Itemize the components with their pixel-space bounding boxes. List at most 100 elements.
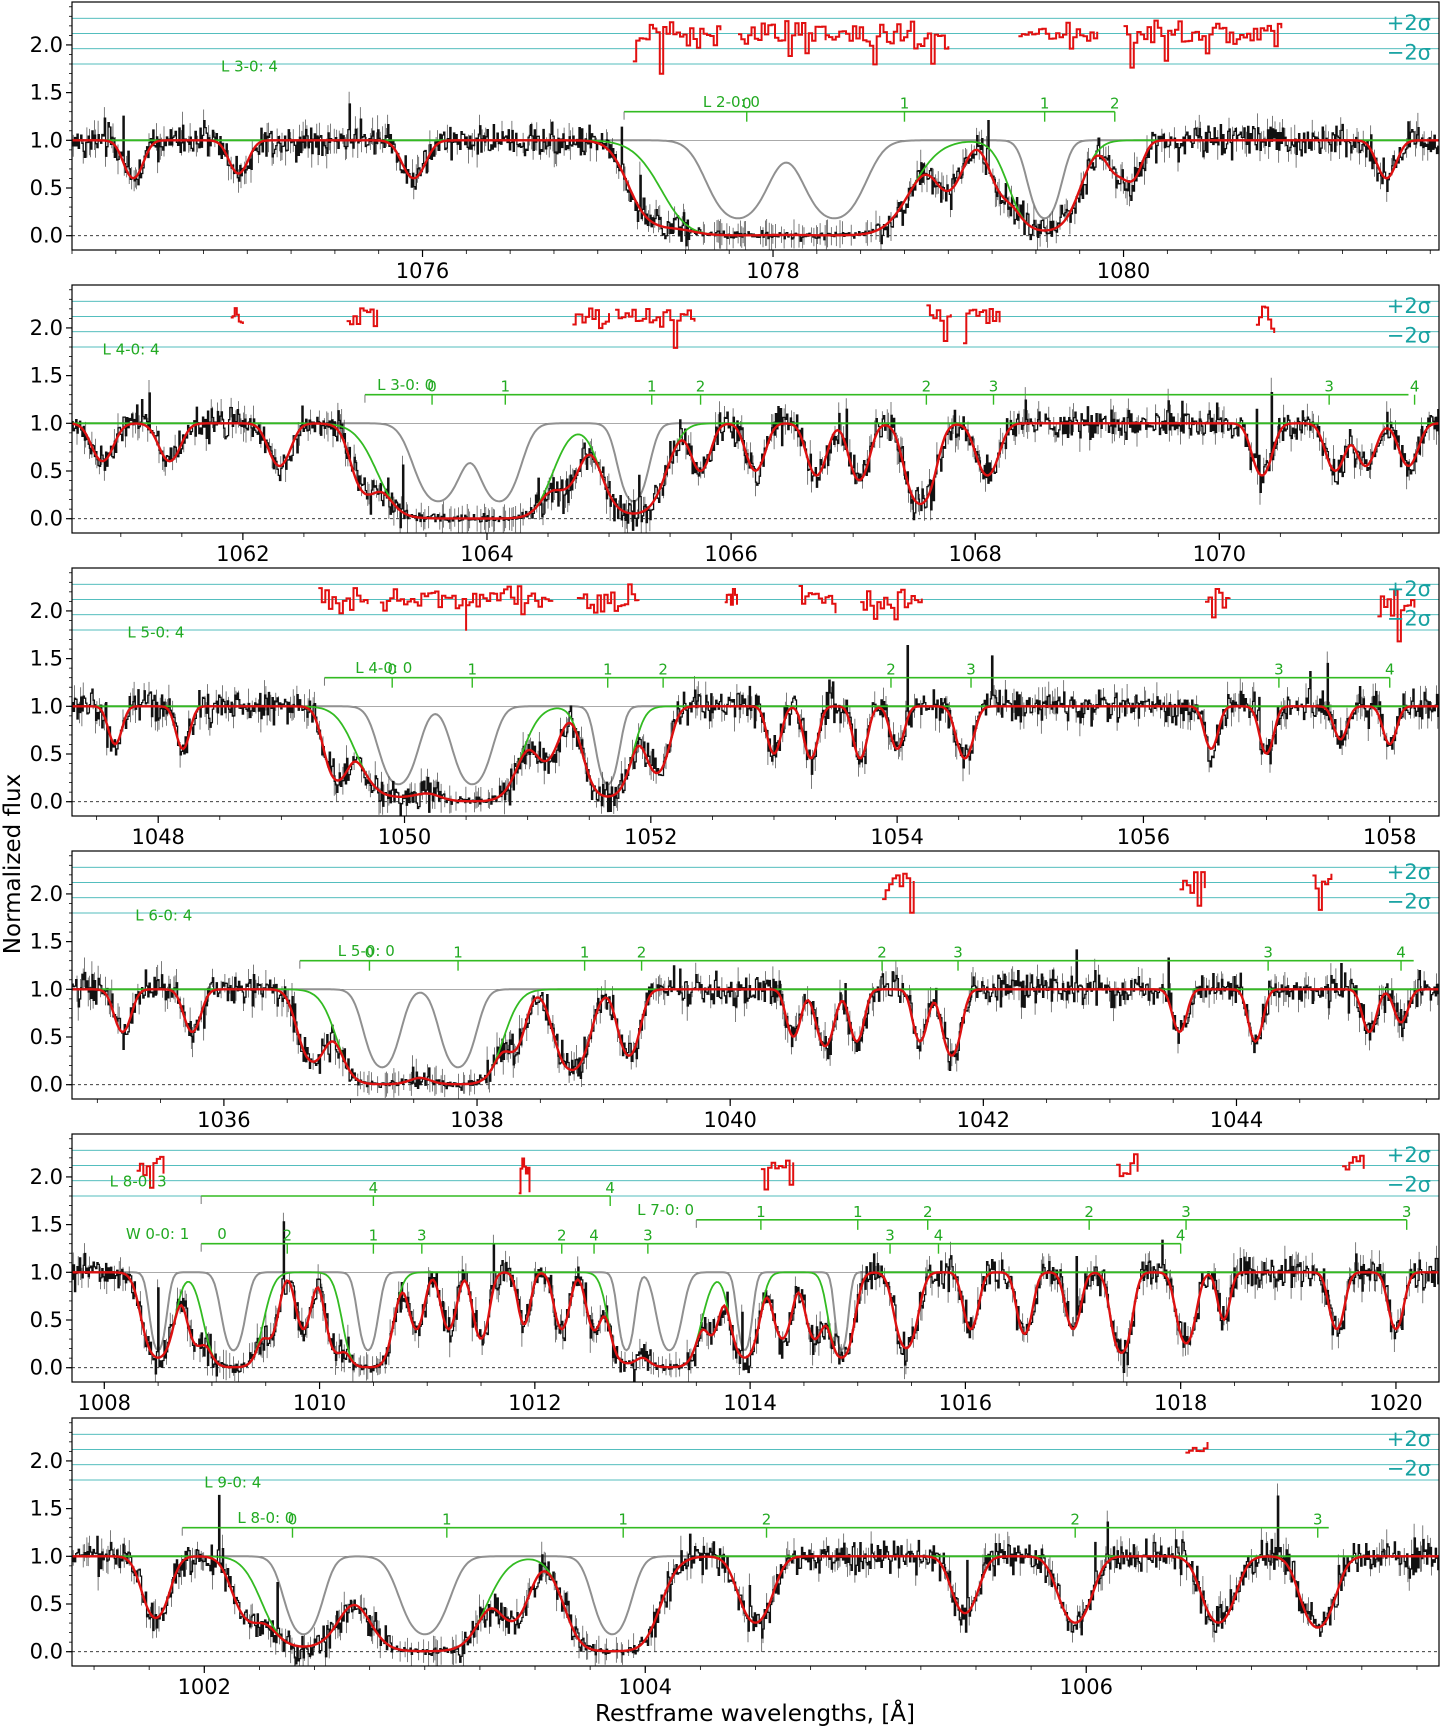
residual-segment	[1179, 871, 1206, 907]
x-tick-label: 1058	[1363, 825, 1416, 849]
band-label: L 8-0: 0	[237, 1509, 294, 1527]
x-tick-label: 1014	[723, 1391, 776, 1415]
x-tick-label: 1070	[1193, 542, 1246, 566]
x-tick-label: 1040	[703, 1108, 756, 1132]
y-tick-label: 1.0	[30, 1260, 63, 1284]
x-tick-label: 1048	[131, 825, 184, 849]
ladder-tick-label: 1	[442, 1511, 452, 1529]
panel-frame	[71, 1, 1440, 251]
y-tick-label: 1.0	[30, 694, 63, 718]
ladder-tick-label: 1	[580, 944, 590, 962]
residual-segment	[798, 585, 837, 614]
residual-segment	[318, 587, 369, 615]
minus-2sigma-label: −2σ	[1387, 1173, 1431, 1197]
y-tick-label: 2.0	[30, 599, 63, 623]
y-tick-label: 1.5	[30, 364, 63, 388]
y-tick-label: 1.5	[30, 647, 63, 671]
band-label: L 5-0: 4	[127, 624, 184, 642]
y-tick-label: 2.0	[30, 316, 63, 340]
residual-segment	[1205, 588, 1231, 619]
band-label: L 6-0: 4	[135, 907, 192, 925]
band-label: L 9-0: 4	[204, 1474, 261, 1492]
ladder-tick-label: 1	[900, 95, 910, 113]
ladder-tick-label: 2	[1070, 1511, 1080, 1529]
full-model-line	[72, 705, 1439, 803]
y-tick-label: 1.0	[30, 128, 63, 152]
residual-segment	[1312, 873, 1333, 911]
y-tick-label: 2.0	[30, 1165, 63, 1189]
panel-frame	[71, 850, 1440, 1100]
residual-segment	[926, 304, 952, 342]
ladder-tick-label: 1	[1040, 95, 1050, 113]
ladder-tick-label: 2	[557, 1227, 567, 1245]
y-tick-label: 0.0	[30, 1640, 63, 1664]
x-tick-label: 1044	[1210, 1108, 1263, 1132]
x-tick-label: 1002	[178, 1675, 231, 1699]
y-tick-label: 1.5	[30, 930, 63, 954]
residual-segment	[136, 1155, 165, 1189]
y-tick-label: 0.0	[30, 507, 63, 531]
full-model-line	[72, 1555, 1439, 1653]
ladder-tick-label: 3	[1181, 1203, 1191, 1221]
ladder-tick-label: 1	[501, 378, 511, 396]
ladder-tick-label: 2	[877, 944, 887, 962]
x-tick-label: 1050	[378, 825, 431, 849]
plot-area: 0 1 1 2 2 3 L 9-0: 4 L 8-0: 0	[72, 1433, 1439, 1666]
band-label: 0	[217, 1225, 227, 1243]
full-model-line	[72, 988, 1439, 1086]
ladder-tick-label: 0	[742, 95, 752, 113]
residual-segment	[466, 585, 554, 616]
data-spectrum-line	[72, 392, 1439, 531]
residual-segment	[632, 21, 722, 75]
full-model-line	[72, 139, 1439, 237]
y-tick-label: 0.5	[30, 742, 63, 766]
panel-1: 0 1 1 2 L 3-0: 4 L 2-0: 0 +2σ −2σ 0.0 0.5 1.0 1.5 2.…	[30, 1, 1440, 283]
residual-segment	[1185, 1442, 1209, 1454]
ladder-tick-label: 3	[1274, 661, 1284, 679]
ladder-tick-label: 4	[1396, 944, 1406, 962]
plus-2sigma-label: +2σ	[1387, 294, 1431, 318]
y-tick-label: 1.5	[30, 81, 63, 105]
ladder-tick-label: 0	[288, 1511, 298, 1529]
ladder-tick-label: 3	[417, 1227, 427, 1245]
residual-segment	[230, 307, 244, 324]
plot-area: 0 1 1 2 2 3 3 4 L 6-0: 4 L 5-0: 0	[72, 866, 1439, 1099]
x-tick-label: 1052	[624, 825, 677, 849]
full-model-line	[72, 422, 1439, 520]
x-tick-label: 1064	[460, 542, 513, 566]
residual-segment	[572, 307, 610, 330]
x-tick-label: 1006	[1059, 1675, 1112, 1699]
residual-segment	[1123, 19, 1283, 69]
band-label: L 8-0: 3	[110, 1172, 167, 1190]
x-axis-title: Restframe wavelengths, [Å]	[595, 1699, 915, 1727]
x-tick-label: 1080	[1097, 259, 1150, 283]
band-label: L 2-0: 0	[703, 93, 760, 111]
x-tick-label: 1068	[948, 542, 1001, 566]
y-tick-label: 0.0	[30, 1356, 63, 1380]
x-tick-label: 1008	[78, 1391, 131, 1415]
x-tick-label: 1062	[216, 542, 269, 566]
residual-segment	[1342, 1154, 1365, 1171]
ladder-tick-label: 3	[885, 1227, 895, 1245]
x-tick-label: 1054	[870, 825, 923, 849]
band-label: L 7-0: 0	[637, 1201, 694, 1219]
plot-area: 4 41 1 2 2 3 32 1 3 2 4 3 3 4 4L 8-0: 3W 0-0: 1 0L 7-0:…	[72, 1149, 1439, 1382]
y-tick-label: 1.5	[30, 1213, 63, 1237]
band-label: L 4-0: 4	[103, 341, 160, 359]
data-spectrum-line	[72, 1494, 1439, 1665]
y-tick-label: 0.5	[30, 1308, 63, 1332]
x-tick-label: 1078	[746, 259, 799, 283]
band-label: L 4-0: 0	[355, 659, 412, 677]
band-label: L 5-0: 0	[338, 942, 395, 960]
plus-2sigma-label: +2σ	[1387, 577, 1431, 601]
y-tick-label: 0.0	[30, 790, 63, 814]
y-axis-title: Normalized flux	[0, 774, 26, 954]
ladder-tick-label: 4	[605, 1179, 615, 1197]
ladder-tick-label: 1	[453, 944, 463, 962]
x-tick-label: 1018	[1154, 1391, 1207, 1415]
ladder-tick-label: 4	[934, 1227, 944, 1245]
residual-segment	[1018, 21, 1099, 50]
ladder-tick-label: 2	[762, 1511, 772, 1529]
minus-2sigma-label: −2σ	[1387, 890, 1431, 914]
